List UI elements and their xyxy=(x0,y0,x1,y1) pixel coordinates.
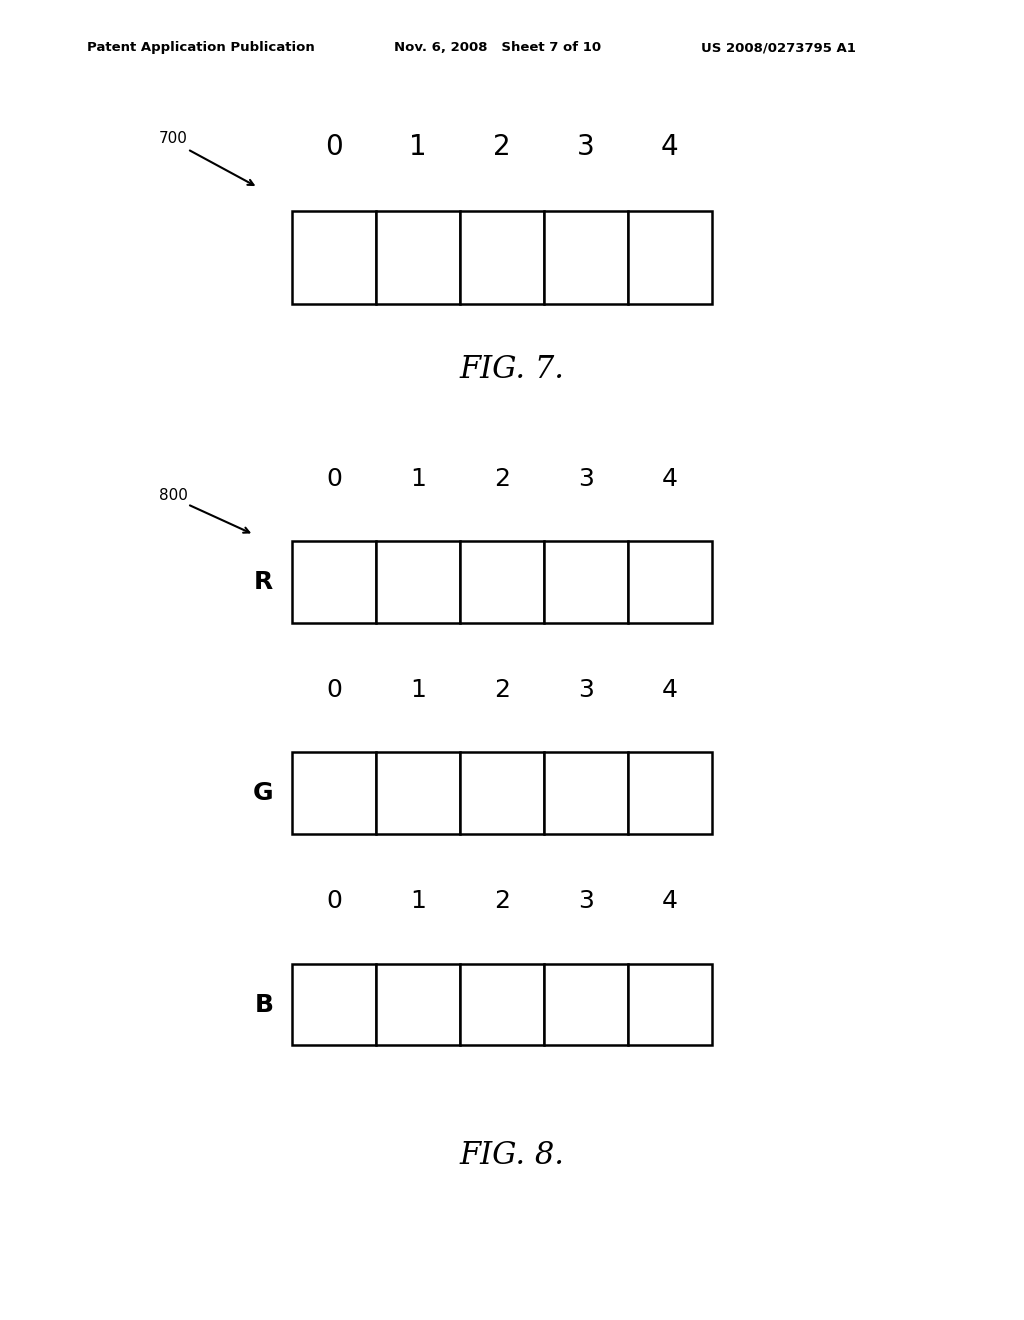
Bar xyxy=(376,752,460,834)
Text: 2: 2 xyxy=(494,890,510,913)
Bar xyxy=(292,541,376,623)
Bar xyxy=(544,752,628,834)
Text: 1: 1 xyxy=(410,678,426,702)
Text: Patent Application Publication: Patent Application Publication xyxy=(87,41,314,54)
Text: 3: 3 xyxy=(578,678,594,702)
Text: G: G xyxy=(253,781,273,805)
Text: FIG. 7.: FIG. 7. xyxy=(460,354,564,385)
Bar xyxy=(376,211,460,304)
Bar xyxy=(628,964,712,1045)
Text: 4: 4 xyxy=(660,133,679,161)
Text: 1: 1 xyxy=(410,890,426,913)
Text: 1: 1 xyxy=(409,133,427,161)
Bar xyxy=(544,211,628,304)
Bar xyxy=(628,541,712,623)
Bar xyxy=(292,964,376,1045)
Text: US 2008/0273795 A1: US 2008/0273795 A1 xyxy=(701,41,856,54)
Text: B: B xyxy=(254,993,273,1016)
Text: FIG. 8.: FIG. 8. xyxy=(460,1139,564,1171)
Bar xyxy=(292,752,376,834)
Bar xyxy=(460,541,544,623)
Bar xyxy=(376,964,460,1045)
Bar xyxy=(544,541,628,623)
Bar xyxy=(460,964,544,1045)
Text: 0: 0 xyxy=(326,890,342,913)
Text: 4: 4 xyxy=(662,678,678,702)
Text: 2: 2 xyxy=(494,678,510,702)
Text: Nov. 6, 2008   Sheet 7 of 10: Nov. 6, 2008 Sheet 7 of 10 xyxy=(394,41,601,54)
Text: 3: 3 xyxy=(577,133,595,161)
Bar xyxy=(376,541,460,623)
Bar xyxy=(544,964,628,1045)
Bar xyxy=(292,211,376,304)
Text: 0: 0 xyxy=(326,467,342,491)
Text: 2: 2 xyxy=(494,467,510,491)
Text: R: R xyxy=(254,570,273,594)
Text: 2: 2 xyxy=(493,133,511,161)
Text: 1: 1 xyxy=(410,467,426,491)
Bar xyxy=(628,752,712,834)
Bar xyxy=(460,211,544,304)
Text: 4: 4 xyxy=(662,890,678,913)
Text: 800: 800 xyxy=(159,487,187,503)
Text: 0: 0 xyxy=(325,133,343,161)
Text: 3: 3 xyxy=(578,467,594,491)
Bar xyxy=(628,211,712,304)
Text: 700: 700 xyxy=(159,131,187,147)
Text: 3: 3 xyxy=(578,890,594,913)
Text: 0: 0 xyxy=(326,678,342,702)
Bar xyxy=(460,752,544,834)
Text: 4: 4 xyxy=(662,467,678,491)
